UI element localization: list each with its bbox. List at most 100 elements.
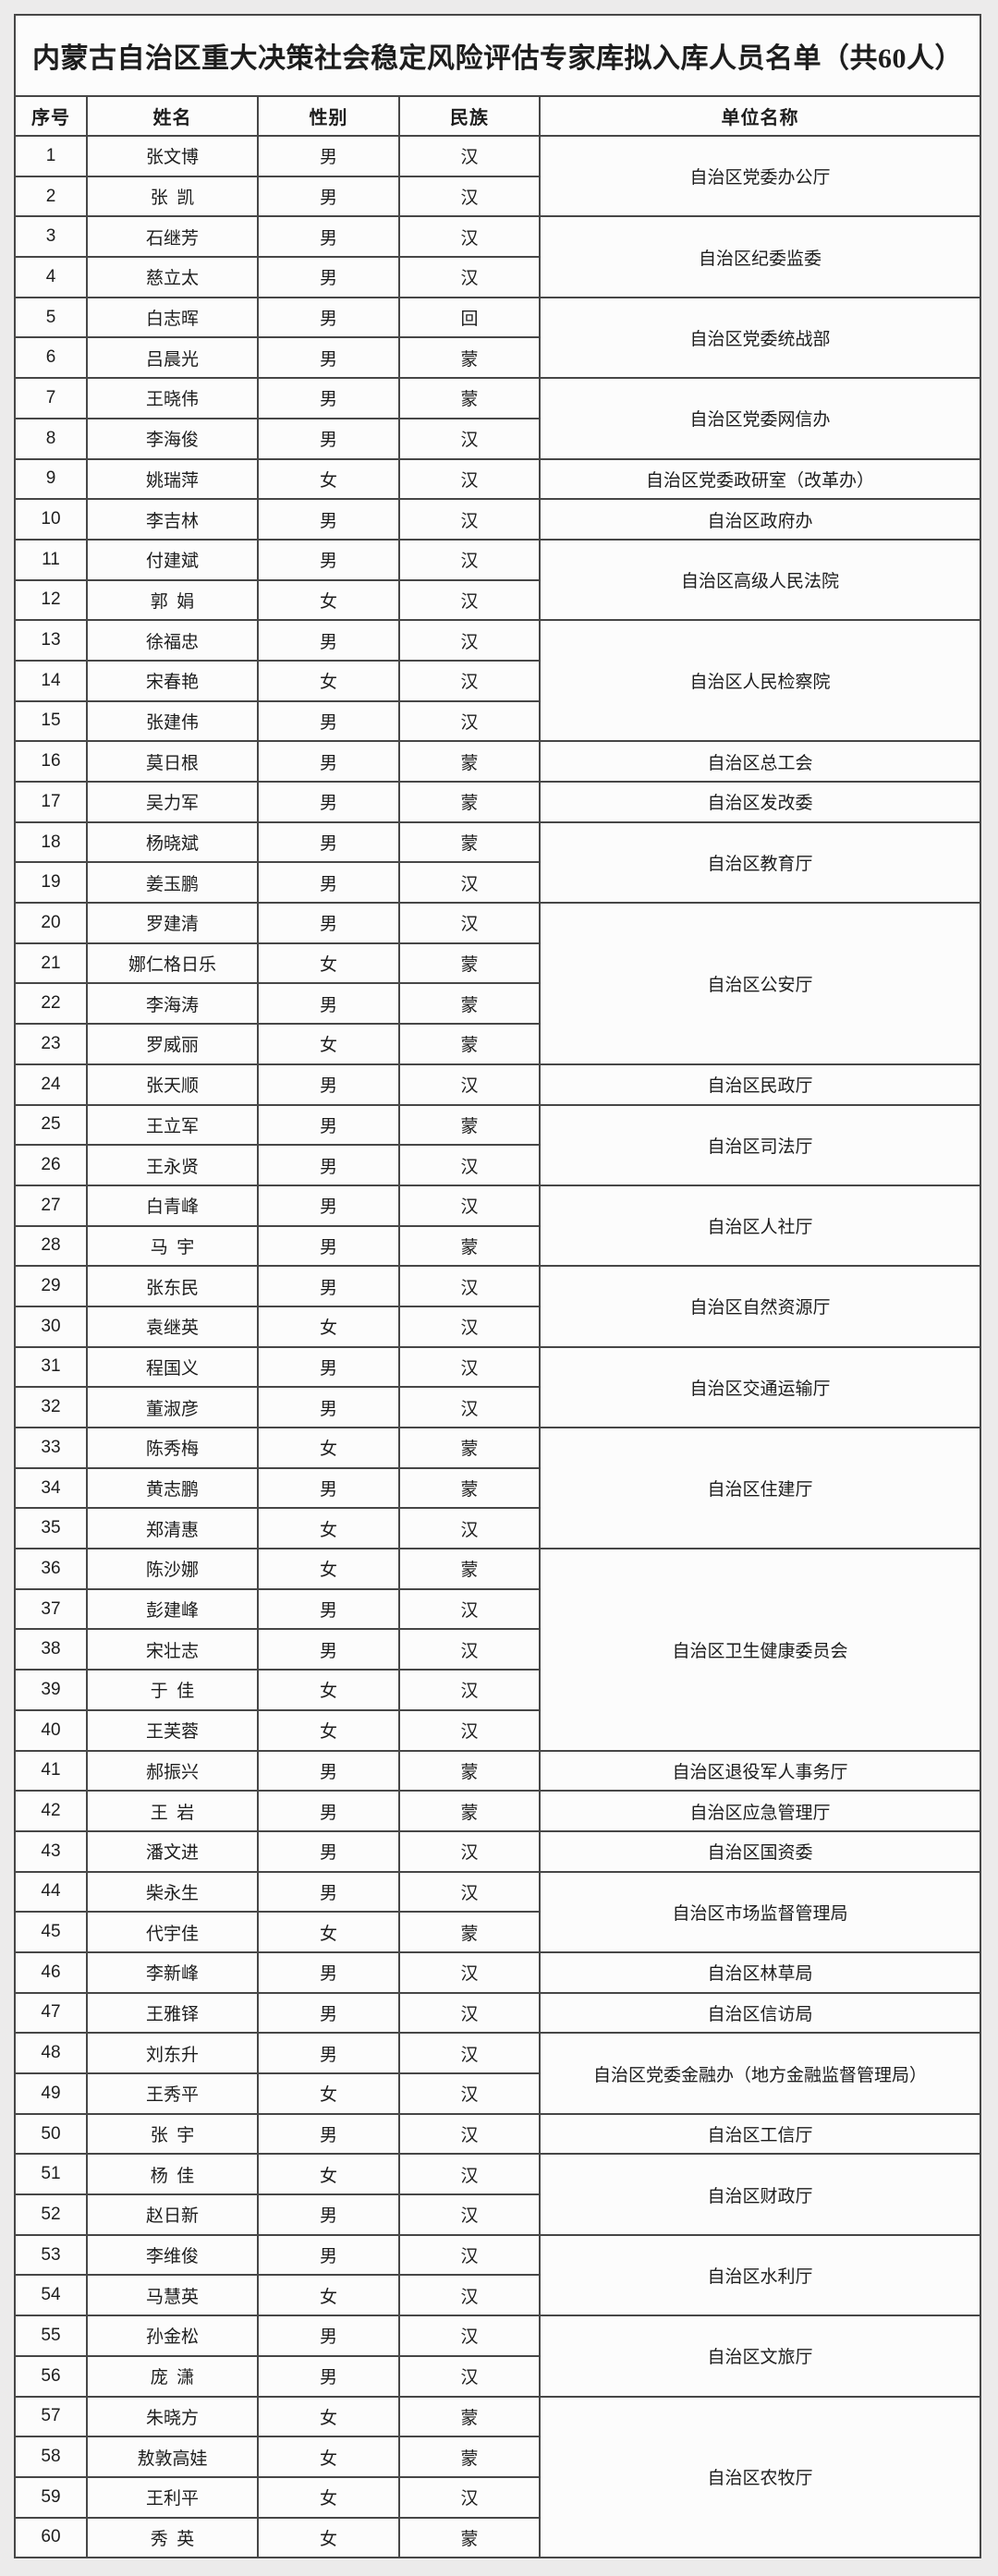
cell-name: 刘东升 xyxy=(86,2032,259,2074)
cell-gender: 女 xyxy=(257,578,400,622)
cell-gender: 女 xyxy=(257,1305,400,1348)
cell-gender: 男 xyxy=(257,1991,400,2035)
cell-name: 孙金松 xyxy=(86,2315,259,2357)
cell-gender: 男 xyxy=(257,1184,400,1227)
cell-gender: 男 xyxy=(257,781,400,823)
cell-name: 赵日新 xyxy=(86,2193,259,2236)
table-row: 16 莫日根男蒙自治区总工会 xyxy=(14,740,982,783)
table-row: 46 李新峰男汉自治区林草局 xyxy=(14,1950,982,1994)
cell-index: 11 xyxy=(14,538,88,581)
table-row: 45 代宇佳女蒙 xyxy=(14,1911,980,1953)
cell-index: 7 xyxy=(14,377,88,419)
cell-gender: 男 xyxy=(257,2032,400,2074)
cell-ethnicity: 蒙 xyxy=(398,1749,541,1792)
cell-ethnicity: 汉 xyxy=(398,1587,541,1631)
cell-unit: 自治区工信厅 xyxy=(538,2112,982,2156)
cell-index: 33 xyxy=(14,1427,88,1469)
table-row: 40 王芙蓉女汉 xyxy=(14,1708,980,1752)
table-row: 53 李维俊男汉自治区水利厅 xyxy=(14,2233,982,2317)
table-row: 50 张 宇男汉自治区工信厅 xyxy=(14,2112,982,2156)
table-row: 43 潘文进男汉自治区国资委 xyxy=(14,1829,982,1873)
cell-index: 53 xyxy=(14,2233,88,2277)
cell-ethnicity: 汉 xyxy=(398,578,541,622)
cell-ethnicity: 汉 xyxy=(398,256,541,298)
cell-ethnicity: 汉 xyxy=(398,2475,541,2519)
cell-index: 44 xyxy=(14,1870,88,1914)
table-row: 9 姚瑞萍女汉自治区党委政研室（改革办） xyxy=(14,457,982,501)
cell-gender: 男 xyxy=(257,902,400,944)
cell-index: 26 xyxy=(14,1144,88,1186)
cell-name: 黄志鹏 xyxy=(86,1466,259,1510)
expert-roster-table: 内蒙古自治区重大决策社会稳定风险评估专家库拟入库人员名单（共60人） 序号 姓名… xyxy=(13,14,982,2559)
table-row: 15 张建伟男汉 xyxy=(14,699,980,743)
table-row: 57 朱晓方女蒙自治区农牧厅 xyxy=(14,2395,982,2559)
cell-ethnicity: 蒙 xyxy=(398,1103,541,1147)
table-row: 47 王雅铎男汉自治区信访局 xyxy=(14,1991,982,2035)
cell-name: 宋春艳 xyxy=(86,659,259,702)
cell-index: 43 xyxy=(14,1829,88,1873)
table-row: 1 张文博男汉自治区党委办公厅 xyxy=(14,134,982,218)
table-row: 30 袁继英女汉 xyxy=(14,1305,980,1348)
cell-name: 李新峰 xyxy=(86,1950,259,1994)
cell-name: 吴力军 xyxy=(86,781,259,823)
cell-gender: 女 xyxy=(257,2436,400,2478)
cell-ethnicity: 汉 xyxy=(398,538,541,581)
cell-name: 代宇佳 xyxy=(86,1911,259,1953)
cell-gender: 男 xyxy=(257,1790,400,1832)
cell-index: 34 xyxy=(14,1466,88,1510)
cell-index: 56 xyxy=(14,2354,88,2398)
cell-index: 15 xyxy=(14,699,88,743)
table-header-row: 序号 姓名 性别 民族 单位名称 xyxy=(14,95,982,137)
cell-name: 马慧英 xyxy=(86,2274,259,2317)
cell-ethnicity: 蒙 xyxy=(398,942,541,985)
cell-name: 彭建峰 xyxy=(86,1587,259,1631)
cell-unit: 自治区纪委监委 xyxy=(538,215,982,298)
cell-gender: 男 xyxy=(257,1265,400,1307)
cell-name: 白青峰 xyxy=(86,1184,259,1227)
cell-unit: 自治区退役军人事务厅 xyxy=(538,1749,982,1792)
cell-ethnicity: 汉 xyxy=(398,2354,541,2398)
cell-unit: 自治区交通运输厅 xyxy=(538,1345,982,1429)
cell-index: 9 xyxy=(14,457,88,501)
cell-name: 朱晓方 xyxy=(86,2395,259,2438)
cell-ethnicity: 汉 xyxy=(398,1991,541,2035)
cell-gender: 男 xyxy=(257,1749,400,1792)
cell-name: 李海俊 xyxy=(86,417,259,460)
cell-unit: 自治区发改委 xyxy=(538,781,982,823)
cell-gender: 男 xyxy=(257,256,400,298)
cell-ethnicity: 蒙 xyxy=(398,820,541,864)
cell-index: 46 xyxy=(14,1950,88,1994)
table-row: 41 郝振兴男蒙自治区退役军人事务厅 xyxy=(14,1749,982,1792)
cell-ethnicity: 蒙 xyxy=(398,1548,541,1590)
header-unit: 单位名称 xyxy=(538,95,982,137)
cell-gender: 男 xyxy=(257,498,400,541)
cell-ethnicity: 蒙 xyxy=(398,1224,541,1268)
cell-name: 宋壮志 xyxy=(86,1628,259,1671)
table-row: 39 于 佳女汉 xyxy=(14,1669,980,1711)
cell-index: 30 xyxy=(14,1305,88,1348)
cell-ethnicity: 汉 xyxy=(398,1305,541,1348)
cell-unit: 自治区公安厅 xyxy=(538,902,982,1065)
cell-index: 60 xyxy=(14,2516,88,2559)
cell-index: 24 xyxy=(14,1063,88,1106)
cell-gender: 男 xyxy=(257,2233,400,2277)
table-row: 25 王立军男蒙自治区司法厅 xyxy=(14,1103,982,1186)
cell-ethnicity: 回 xyxy=(398,296,541,339)
cell-index: 6 xyxy=(14,336,88,380)
cell-unit: 自治区党委办公厅 xyxy=(538,134,982,218)
cell-ethnicity: 汉 xyxy=(398,2315,541,2357)
cell-unit: 自治区党委金融办（地方金融监督管理局） xyxy=(538,2032,982,2115)
cell-index: 12 xyxy=(14,578,88,622)
cell-ethnicity: 汉 xyxy=(398,457,541,501)
cell-index: 19 xyxy=(14,861,88,905)
table-row: 7 王晓伟男蒙自治区党委网信办 xyxy=(14,377,982,460)
cell-ethnicity: 汉 xyxy=(398,861,541,905)
cell-ethnicity: 蒙 xyxy=(398,2436,541,2478)
cell-name: 王雅铎 xyxy=(86,1991,259,2035)
cell-unit: 自治区应急管理厅 xyxy=(538,1790,982,1832)
table-row: 42 王 岩男蒙自治区应急管理厅 xyxy=(14,1790,982,1832)
cell-gender: 女 xyxy=(257,2274,400,2317)
cell-gender: 女 xyxy=(257,1708,400,1752)
cell-ethnicity: 蒙 xyxy=(398,1427,541,1469)
